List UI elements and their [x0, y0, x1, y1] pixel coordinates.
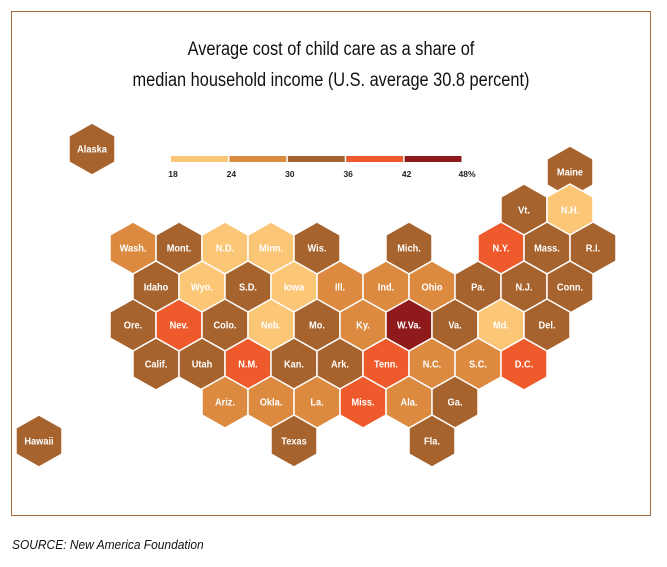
state-label-vt: Vt. [518, 205, 530, 217]
state-label-minn: Minn. [259, 243, 283, 255]
state-label-s-c: S.C. [469, 359, 487, 371]
state-label-calif: Calif. [145, 359, 168, 371]
legend-swatch-1 [229, 156, 287, 162]
state-label-mich: Mich. [397, 243, 421, 255]
state-label-tenn: Tenn. [374, 359, 398, 371]
state-label-n-c: N.C. [423, 359, 442, 371]
state-label-n-j: N.J. [516, 282, 533, 294]
state-label-maine: Maine [557, 167, 584, 179]
state-label-colo: Colo. [213, 320, 236, 332]
state-hex-alaska [68, 122, 116, 176]
state-hex-fla [408, 414, 456, 468]
legend-tick-2: 30 [285, 169, 295, 179]
state-label-la: La. [310, 397, 324, 409]
state-label-neb: Neb. [261, 320, 281, 332]
legend-swatch-4 [404, 156, 462, 162]
state-label-kan: Kan. [284, 359, 304, 371]
legend-tick-3: 36 [343, 169, 353, 179]
state-label-r-i: R.I. [586, 243, 601, 255]
title-line-2: median household income (U.S. average 30… [132, 70, 530, 91]
state-label-texas: Texas [281, 436, 307, 448]
state-d-c: D.C. [500, 337, 548, 391]
state-label-wyo: Wyo. [191, 282, 213, 294]
state-label-mass: Mass. [534, 243, 560, 255]
state-label-conn: Conn. [557, 282, 583, 294]
state-label-ark: Ark. [331, 359, 349, 371]
legend-swatch-0 [171, 156, 228, 162]
state-label-del: Del. [539, 320, 556, 332]
state-label-wis: Wis. [308, 243, 327, 255]
state-label-md: Md. [493, 320, 509, 332]
state-label-d-c: D.C. [515, 359, 534, 371]
state-fla: Fla. [408, 414, 456, 468]
state-label-w-va: W.Va. [397, 320, 421, 332]
state-label-mont: Mont. [167, 243, 192, 255]
state-label-n-y: N.Y. [493, 243, 510, 255]
state-label-wash: Wash. [120, 243, 147, 255]
state-alaska: Alaska [68, 122, 116, 176]
state-hex-d-c [500, 337, 548, 391]
legend-swatch-2 [287, 156, 345, 162]
state-label-nev: Nev. [170, 320, 189, 332]
state-label-n-m: N.M. [238, 359, 258, 371]
state-label-iowa: Iowa [284, 282, 305, 294]
state-texas: Texas [270, 414, 318, 468]
legend-tick-5: 48% [458, 169, 475, 179]
state-label-ohio: Ohio [421, 282, 442, 294]
title-line-1: Average cost of child care as a share of [187, 39, 475, 60]
legend-tick-0: 18 [168, 169, 178, 179]
state-label-fla: Fla. [424, 436, 440, 448]
state-label-mo: Mo. [309, 320, 325, 332]
state-label-idaho: Idaho [144, 282, 169, 294]
state-label-alaska: Alaska [77, 144, 107, 156]
state-label-s-d: S.D. [239, 282, 257, 294]
state-label-ky: Ky. [356, 320, 370, 332]
state-label-n-h: N.H. [561, 205, 580, 217]
state-label-ore: Ore. [124, 320, 143, 332]
state-label-okla: Okla. [260, 397, 283, 409]
legend-swatch-3 [346, 156, 404, 162]
chart-title: Average cost of child care as a share of… [56, 34, 606, 96]
state-label-pa: Pa. [471, 282, 485, 294]
state-label-hawaii: Hawaii [24, 436, 53, 448]
state-label-n-d: N.D. [216, 243, 235, 255]
state-label-va: Va. [448, 320, 462, 332]
state-label-miss: Miss. [351, 397, 374, 409]
state-hex-hawaii [15, 414, 63, 468]
state-label-ala: Ala. [401, 397, 418, 409]
state-label-utah: Utah [192, 359, 213, 371]
state-label-ariz: Ariz. [215, 397, 235, 409]
state-label-ill: Ill. [335, 282, 345, 294]
state-hexes: Alaska Hawaii Maine Vt. N.H. Wash. Mont. N.D. Mi… [15, 122, 617, 468]
color-legend: 18 24 30 36 42 48% [168, 156, 476, 179]
legend-tick-4: 42 [402, 169, 412, 179]
state-label-ga: Ga. [448, 397, 463, 409]
legend-tick-1: 24 [227, 169, 237, 179]
state-hex-texas [270, 414, 318, 468]
state-hawaii: Hawaii [15, 414, 63, 468]
source-note: SOURCE: New America Foundation [12, 537, 204, 552]
state-label-ind: Ind. [378, 282, 395, 294]
